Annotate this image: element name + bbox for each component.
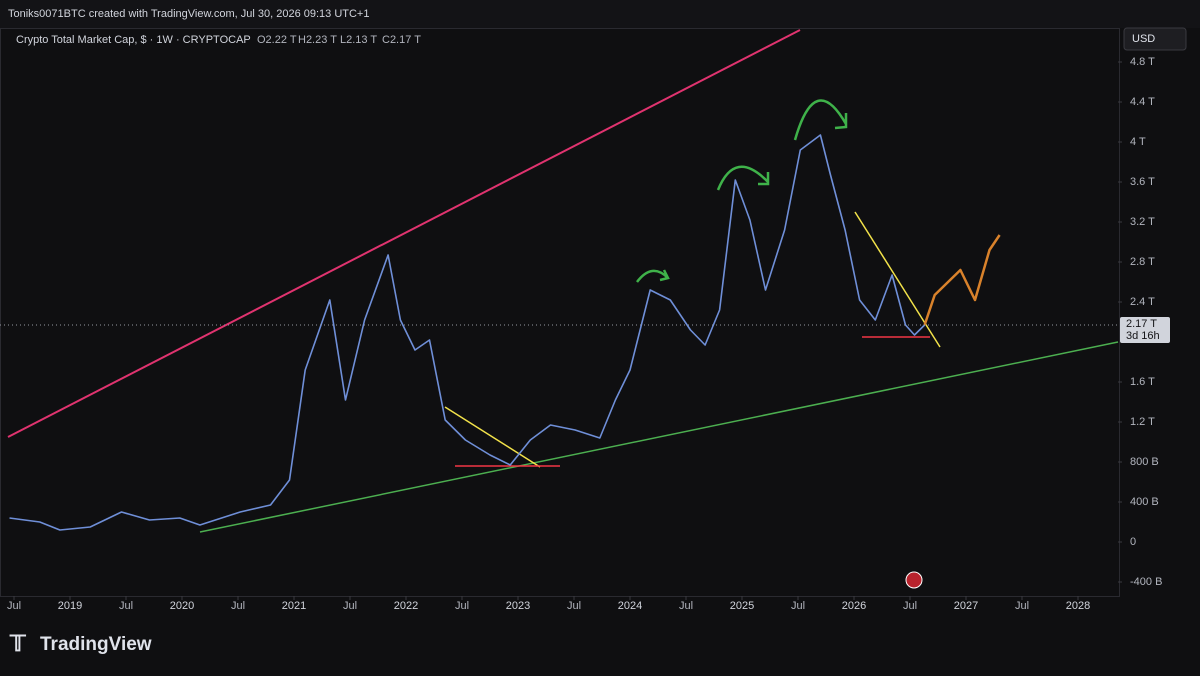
plot-frame (0, 28, 1120, 597)
resistance-trendline (7, 29, 801, 438)
x-tick-label: 2024 (618, 600, 642, 612)
projection-line (923, 234, 1001, 326)
last-price-box (1120, 317, 1170, 343)
x-tick-label: Jul (231, 600, 245, 612)
y-tick-label: 3.2 T (1130, 216, 1155, 228)
ohlc: L2.13 T (340, 34, 377, 46)
y-tick-label: 4 T (1130, 136, 1146, 148)
x-tick-label: 2027 (954, 600, 978, 612)
last-price-label: 2.17 T (1126, 318, 1157, 330)
arc-arrow (793, 99, 848, 141)
y-tick-label: 0 (1130, 536, 1136, 548)
logo-mark: 𝕋 (9, 631, 27, 656)
x-tick-label: Jul (119, 600, 133, 612)
event-icon[interactable] (905, 571, 923, 589)
x-tick-label: Jul (455, 600, 469, 612)
ohlc: C2.17 T (382, 34, 421, 46)
x-tick-label: 2025 (730, 600, 754, 612)
y-tick-label: 3.6 T (1130, 176, 1155, 188)
y-tick-label: 2.4 T (1130, 296, 1155, 308)
down-trendline (444, 406, 541, 468)
x-tick-label: Jul (567, 600, 581, 612)
author-line: Toniks0071BTC created with TradingView.c… (8, 8, 369, 20)
y-tick-label: 4.4 T (1130, 96, 1155, 108)
x-tick-label: Jul (7, 600, 21, 612)
x-tick-label: Jul (679, 600, 693, 612)
x-tick-label: Jul (791, 600, 805, 612)
x-tick-label: 2019 (58, 600, 82, 612)
currency[interactable]: USD (1132, 33, 1155, 45)
arc-arrow (636, 269, 670, 283)
countdown: 3d 16h (1126, 330, 1160, 342)
ohlc: O2.22 T (257, 34, 297, 46)
y-tick-label: 1.6 T (1130, 376, 1155, 388)
arc-arrow (716, 165, 770, 191)
x-tick-label: 2021 (282, 600, 306, 612)
x-tick-label: Jul (343, 600, 357, 612)
x-tick-label: Jul (903, 600, 917, 612)
y-tick-label: 400 B (1130, 496, 1159, 508)
y-tick-label: 800 B (1130, 456, 1159, 468)
x-tick-label: 2020 (170, 600, 194, 612)
x-tick-label: 2023 (506, 600, 530, 612)
y-tick-label: -400 B (1130, 576, 1162, 588)
support-trendline (199, 341, 1119, 533)
logo: TradingView (40, 634, 152, 655)
top-bar (0, 0, 1200, 28)
x-tick-label: 2022 (394, 600, 418, 612)
y-tick-label: 4.8 T (1130, 56, 1155, 68)
price-line (9, 134, 926, 531)
x-tick-label: 2026 (842, 600, 866, 612)
ohlc: H2.23 T (298, 34, 337, 46)
y-tick-label: 1.2 T (1130, 416, 1155, 428)
x-tick-label: Jul (1015, 600, 1029, 612)
currency-box[interactable] (1123, 27, 1187, 51)
x-tick-label: 2028 (1066, 600, 1090, 612)
chart-title: Crypto Total Market Cap, $ · 1W · CRYPTO… (16, 34, 251, 46)
y-tick-label: 2.8 T (1130, 256, 1155, 268)
